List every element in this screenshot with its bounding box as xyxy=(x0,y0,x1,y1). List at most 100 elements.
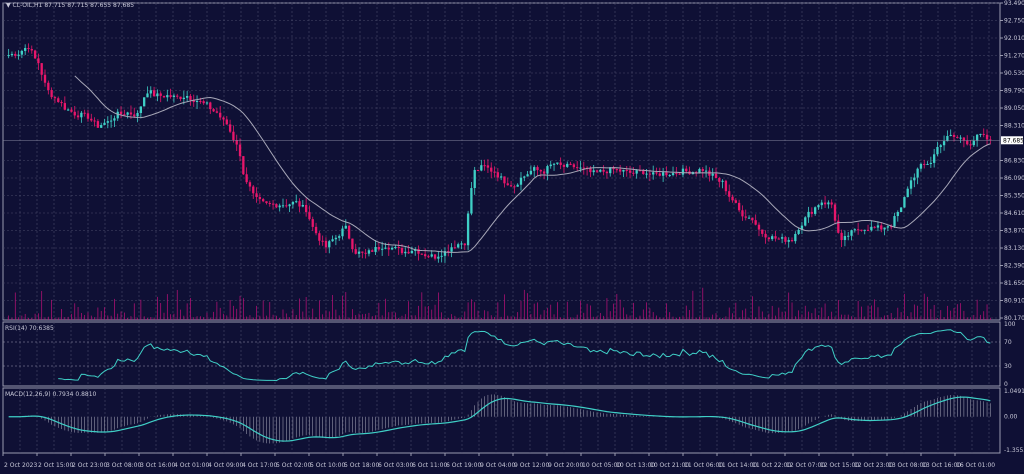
bull-candle xyxy=(698,168,701,173)
bull-candle xyxy=(797,229,800,234)
bear-candle xyxy=(761,229,764,234)
bear-candle xyxy=(60,101,63,104)
bear-candle xyxy=(866,229,870,231)
time-tick-label: 5 Oct 18:00 xyxy=(344,462,379,469)
bear-candle xyxy=(232,131,235,141)
bear-candle xyxy=(63,103,67,110)
bear-candle xyxy=(225,119,228,125)
bear-candle xyxy=(268,203,271,205)
bull-candle xyxy=(820,202,823,206)
price-tick-label: 85.350 xyxy=(1004,193,1024,200)
bull-candle xyxy=(975,134,979,141)
bull-candle xyxy=(883,227,886,230)
bull-candle xyxy=(771,236,774,240)
bear-candle xyxy=(562,164,566,167)
bear-candle xyxy=(133,114,136,117)
bear-candle xyxy=(351,238,354,250)
bear-candle xyxy=(952,134,956,137)
bull-candle xyxy=(853,229,856,231)
bull-candle xyxy=(473,169,476,189)
bull-candle xyxy=(913,177,916,181)
macd-label: MACD(12,26,9) 0.7934 0.8810 xyxy=(5,391,97,398)
bear-candle xyxy=(162,95,166,98)
bear-candle xyxy=(262,199,265,202)
bull-candle xyxy=(281,205,285,207)
price-tick-label: 84.610 xyxy=(1004,210,1024,217)
bear-candle xyxy=(354,249,357,254)
bear-candle xyxy=(179,96,182,100)
time-tick-label: 2 Oct 15:00 xyxy=(38,462,73,469)
bull-candle xyxy=(116,111,119,119)
bull-candle xyxy=(704,170,708,172)
time-tick-label: 4 Oct 17:00 xyxy=(242,462,277,469)
bull-candle xyxy=(635,170,638,174)
bull-candle xyxy=(566,163,569,167)
bear-candle xyxy=(837,220,840,233)
macd-tick-label: -1.3553 xyxy=(1004,447,1024,454)
time-tick-label: 5 Oct 02:00 xyxy=(276,462,311,469)
bull-candle xyxy=(440,255,443,257)
bull-candle xyxy=(113,118,116,121)
bull-candle xyxy=(661,172,665,176)
bear-candle xyxy=(245,174,248,183)
bear-candle xyxy=(751,217,754,221)
bear-candle xyxy=(582,167,585,169)
bull-candle xyxy=(668,175,671,177)
bear-candle xyxy=(453,247,457,249)
bull-candle xyxy=(126,112,129,115)
dropdown-triangle-icon[interactable]: ▼ xyxy=(6,2,11,9)
panel-border-1 xyxy=(2,321,1001,387)
bull-candle xyxy=(747,217,751,219)
bull-candle xyxy=(7,55,10,57)
bull-candle xyxy=(166,95,169,98)
bull-candle xyxy=(331,239,334,242)
bear-candle xyxy=(605,171,609,174)
bear-candle xyxy=(222,117,225,120)
bear-candle xyxy=(873,226,876,228)
bear-candle xyxy=(258,196,262,200)
bear-candle xyxy=(642,170,645,175)
bear-candle xyxy=(969,144,972,146)
price-tick-label: 93.490 xyxy=(1004,0,1024,7)
bear-candle xyxy=(833,204,837,221)
bear-candle xyxy=(252,186,255,194)
bear-candle xyxy=(602,169,605,172)
bear-candle xyxy=(447,251,450,253)
bear-candle xyxy=(463,243,466,246)
bear-candle xyxy=(595,170,599,172)
rsi-tick-label: 30 xyxy=(1004,363,1012,370)
bull-candle xyxy=(929,162,933,164)
bull-candle xyxy=(357,251,361,254)
bear-candle xyxy=(790,240,794,242)
bear-candle xyxy=(123,114,126,116)
bear-candle xyxy=(275,204,278,208)
time-tick-label: 9 Oct 20:00 xyxy=(548,462,583,469)
bear-candle xyxy=(754,220,757,225)
bear-candle xyxy=(665,172,668,176)
bull-candle xyxy=(671,173,675,176)
bear-candle xyxy=(407,251,410,254)
time-tick-label: 12 Oct 07:00 xyxy=(786,462,825,469)
bear-candle xyxy=(744,216,747,218)
bear-candle xyxy=(321,240,324,242)
time-tick-label: 12 Oct 23:00 xyxy=(854,462,893,469)
bull-candle xyxy=(103,122,106,125)
bear-candle xyxy=(361,251,364,253)
bear-candle xyxy=(70,109,73,112)
bear-candle xyxy=(810,211,814,214)
macd-signal-line xyxy=(8,396,991,442)
price-tick-label: 89.790 xyxy=(1004,88,1024,95)
bear-candle xyxy=(503,176,506,184)
bear-candle xyxy=(192,99,195,103)
bear-candle xyxy=(347,225,351,239)
bear-candle xyxy=(774,236,777,239)
bear-candle xyxy=(119,111,123,115)
bull-candle xyxy=(430,254,433,257)
time-tick-label: 5 Oct 10:00 xyxy=(310,462,345,469)
bear-candle xyxy=(490,167,493,172)
time-tick-label: 10 Oct 13:00 xyxy=(616,462,655,469)
bull-candle xyxy=(804,217,807,226)
time-tick-label: 3 Oct 08:00 xyxy=(106,462,141,469)
bull-candle xyxy=(800,225,804,230)
